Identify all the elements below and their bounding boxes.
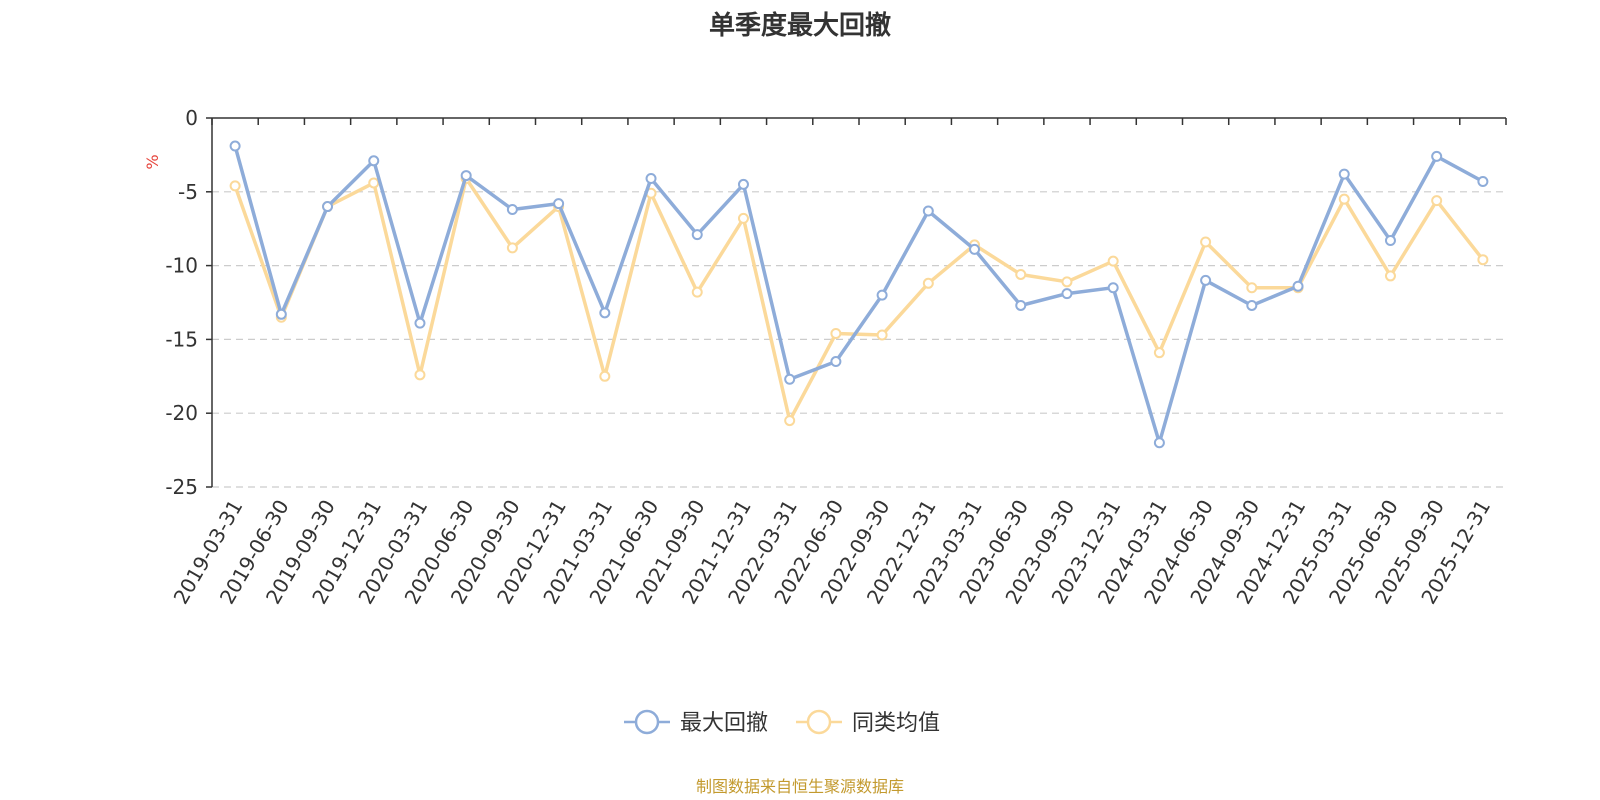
data-point[interactable] xyxy=(1015,299,1027,311)
legend[interactable]: 最大回撤 同类均值 xyxy=(624,709,940,736)
data-point[interactable] xyxy=(784,373,796,385)
y-axis-unit-label: % xyxy=(143,154,162,169)
data-point[interactable] xyxy=(506,204,518,216)
data-point[interactable] xyxy=(1292,280,1304,292)
data-point[interactable] xyxy=(969,243,981,255)
y-tick-label: -10 xyxy=(165,254,198,278)
data-point[interactable] xyxy=(1431,150,1443,162)
data-point[interactable] xyxy=(784,415,796,427)
data-point[interactable] xyxy=(1200,236,1212,248)
data-point[interactable] xyxy=(229,180,241,192)
data-point[interactable] xyxy=(414,317,426,329)
data-point[interactable] xyxy=(876,329,888,341)
legend-item-1[interactable]: 最大回撤 xyxy=(624,709,768,736)
data-point[interactable] xyxy=(1384,270,1396,282)
data-point[interactable] xyxy=(830,327,842,339)
y-tick-label: -25 xyxy=(165,475,198,499)
data-point[interactable] xyxy=(599,307,611,319)
series-line xyxy=(233,145,1484,445)
y-tick-label: 0 xyxy=(185,106,198,130)
y-tick-label: -15 xyxy=(165,327,198,351)
y-tick-label: -20 xyxy=(165,401,198,425)
data-point[interactable] xyxy=(737,212,749,224)
data-point[interactable] xyxy=(645,173,657,185)
source-note: 制图数据来自恒生聚源数据库 xyxy=(696,777,904,796)
series-line xyxy=(233,176,1485,423)
legend-label: 同类均值 xyxy=(852,711,940,736)
data-point[interactable] xyxy=(229,140,241,152)
series-2 xyxy=(229,173,1489,427)
axes xyxy=(206,117,1507,488)
data-point[interactable] xyxy=(737,178,749,190)
data-point[interactable] xyxy=(1384,235,1396,247)
data-point[interactable] xyxy=(1015,268,1027,280)
data-point[interactable] xyxy=(460,170,472,182)
grid-lines xyxy=(212,191,1506,488)
chart-title: 单季度最大回撤 xyxy=(709,10,891,41)
data-point[interactable] xyxy=(691,286,703,298)
data-point[interactable] xyxy=(1477,175,1489,187)
series-1 xyxy=(229,140,1489,449)
data-point[interactable] xyxy=(1061,276,1073,288)
data-point[interactable] xyxy=(599,370,611,382)
legend-item-2[interactable]: 同类均值 xyxy=(796,709,940,736)
data-point[interactable] xyxy=(922,205,934,217)
data-point[interactable] xyxy=(1338,193,1350,205)
data-point[interactable] xyxy=(1477,254,1489,266)
data-point[interactable] xyxy=(368,155,380,167)
data-point[interactable] xyxy=(1153,347,1165,359)
data-point[interactable] xyxy=(1061,288,1073,300)
series-group xyxy=(229,140,1489,449)
data-point[interactable] xyxy=(830,356,842,368)
data-point[interactable] xyxy=(1107,255,1119,267)
data-point[interactable] xyxy=(1338,168,1350,180)
data-point[interactable] xyxy=(1246,282,1258,294)
data-point[interactable] xyxy=(553,198,565,210)
data-point[interactable] xyxy=(275,308,287,320)
x-tick-labels: 2019-03-312019-06-302019-09-302019-12-31… xyxy=(169,495,1496,608)
legend-label: 最大回撤 xyxy=(680,711,768,736)
data-point[interactable] xyxy=(1431,195,1443,207)
data-point[interactable] xyxy=(1107,282,1119,294)
data-point[interactable] xyxy=(506,242,518,254)
y-tick-labels: 0 -5 -10 -15 -20 -25 xyxy=(165,106,198,499)
legend-marker xyxy=(634,709,660,735)
data-point[interactable] xyxy=(691,229,703,241)
data-point[interactable] xyxy=(922,277,934,289)
legend-marker xyxy=(806,709,832,735)
data-point[interactable] xyxy=(322,201,334,213)
data-point[interactable] xyxy=(368,177,380,189)
data-point[interactable] xyxy=(1200,274,1212,286)
data-point[interactable] xyxy=(876,289,888,301)
data-point[interactable] xyxy=(1246,299,1258,311)
y-tick-label: -5 xyxy=(178,180,198,204)
data-point[interactable] xyxy=(1153,437,1165,449)
data-point[interactable] xyxy=(414,369,426,381)
